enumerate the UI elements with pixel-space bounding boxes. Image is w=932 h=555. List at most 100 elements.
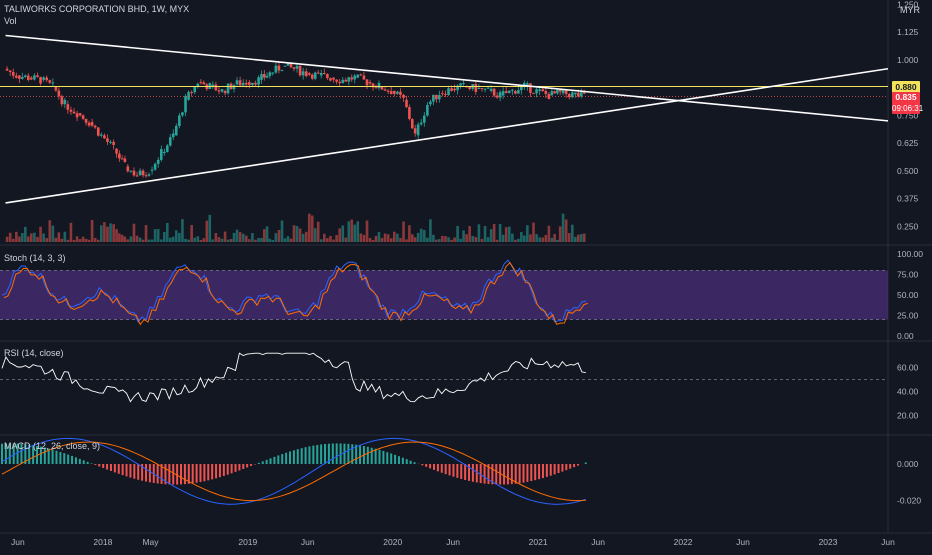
volume-bar — [169, 238, 172, 242]
volume-bar — [121, 235, 124, 242]
volume-bar — [317, 222, 320, 242]
macd-histogram-bar — [410, 461, 412, 464]
candle-body — [88, 123, 91, 126]
candle-body — [169, 137, 172, 145]
volume-bar — [535, 234, 538, 242]
candle-body — [239, 80, 242, 85]
volume-bar — [481, 239, 484, 242]
volume-bar — [551, 238, 554, 242]
macd-histogram-bar — [460, 464, 462, 479]
volume-bar — [163, 232, 166, 242]
macd-histogram-bar — [519, 464, 521, 483]
candle-body — [172, 133, 175, 137]
candle-body — [435, 95, 438, 99]
macd-histogram-bar — [429, 464, 431, 468]
volume-bar — [233, 233, 236, 242]
macd-histogram-bar — [122, 464, 124, 475]
candle-body — [70, 110, 73, 112]
volume-bar — [408, 225, 411, 242]
macd-histogram-bar — [59, 452, 61, 464]
volume-bar — [227, 240, 230, 242]
candle-body — [236, 80, 239, 84]
volume-bar — [221, 239, 224, 242]
volume-bar — [529, 234, 532, 242]
macd-histogram-bar — [75, 457, 77, 464]
candle-body — [311, 75, 314, 79]
candle-body — [175, 126, 178, 135]
macd-histogram-bar — [390, 453, 392, 464]
candle-body — [532, 93, 535, 94]
volume-bar — [197, 236, 200, 242]
last-price-badge: 0.835 09:06:31 — [892, 92, 920, 114]
volume-bar — [435, 240, 438, 242]
candle-body — [302, 71, 305, 75]
macd-histogram-bar — [149, 464, 151, 482]
macd-histogram-bar — [569, 464, 571, 469]
volume-bar — [184, 239, 187, 242]
candle-body — [67, 104, 70, 110]
candle-body — [42, 77, 45, 79]
candle-body — [124, 159, 127, 162]
candle-body — [227, 84, 230, 94]
volume-bar — [532, 223, 535, 242]
trendline — [6, 69, 888, 203]
stoch-tick-label: 50.00 — [897, 290, 919, 300]
volume-bar — [48, 220, 51, 242]
candle-body — [197, 84, 200, 86]
candle-body — [360, 74, 363, 75]
macd-histogram-bar — [102, 464, 104, 468]
volume-bar — [360, 233, 363, 242]
candle-body — [405, 100, 408, 107]
volume-bar — [369, 238, 372, 242]
volume-bar — [18, 236, 21, 242]
candle-body — [417, 124, 420, 135]
candle-body — [64, 100, 67, 104]
macd-histogram-bar — [52, 450, 54, 464]
chart-title: TALIWORKS CORPORATION BHD, 1W, MYX — [4, 4, 189, 14]
price-tick-label: 0.500 — [897, 166, 919, 176]
candle-body — [556, 90, 559, 94]
stoch-tick-label: 0.00 — [897, 331, 914, 341]
volume-bar — [511, 234, 514, 242]
volume-bar — [523, 236, 526, 242]
candle-body — [420, 123, 423, 125]
volume-bar — [275, 233, 278, 242]
candle-body — [293, 67, 296, 69]
time-tick-label: Jun — [736, 537, 750, 547]
macd-histogram-bar — [157, 464, 159, 484]
candle-body — [314, 73, 317, 79]
volume-bar — [52, 226, 55, 242]
macd-histogram-bar — [441, 464, 443, 473]
volume-bar — [405, 239, 408, 242]
volume-bar — [271, 240, 274, 242]
candle-body — [393, 91, 396, 94]
candle-body — [484, 89, 487, 90]
macd-histogram-bar — [445, 464, 447, 474]
candle-body — [390, 91, 393, 94]
volume-bar — [396, 234, 399, 242]
candle-body — [248, 82, 251, 85]
volume-bar — [305, 232, 308, 242]
volume-bar — [136, 236, 139, 242]
volume-bar — [345, 238, 348, 242]
volume-bar — [441, 236, 444, 242]
candle-body — [308, 73, 311, 75]
volume-bar — [21, 233, 24, 242]
candle-body — [429, 102, 432, 105]
volume-bar — [139, 238, 142, 242]
volume-bar — [218, 237, 221, 242]
macd-histogram-bar — [534, 464, 536, 480]
time-tick-label: 2018 — [93, 537, 112, 547]
macd-histogram-bar — [301, 448, 303, 464]
volume-bar — [287, 236, 290, 242]
rsi-tick-label: 60.00 — [897, 363, 919, 373]
volume-bar — [475, 237, 478, 242]
volume-bar — [393, 232, 396, 242]
volume-bar — [438, 239, 441, 242]
candle-body — [148, 174, 151, 176]
volume-bar — [12, 239, 15, 242]
candle-body — [121, 158, 124, 159]
volume-bar — [88, 240, 91, 242]
